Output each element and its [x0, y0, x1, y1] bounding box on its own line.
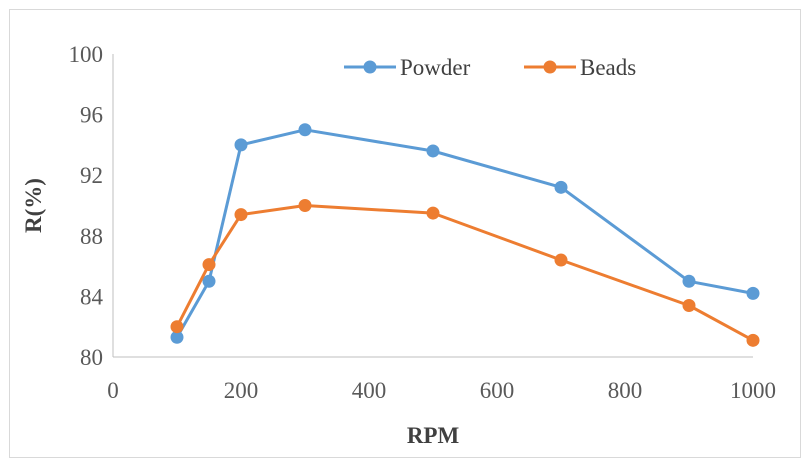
series-beads	[170, 199, 760, 347]
legend-label: Beads	[580, 55, 636, 80]
legend-label: Powder	[400, 55, 471, 80]
data-point	[298, 199, 312, 212]
series-line	[175, 128, 754, 339]
data-point	[746, 286, 760, 300]
x-tick-label: 1000	[730, 378, 776, 403]
y-tick-label: 92	[80, 163, 103, 188]
x-tick-label: 600	[480, 378, 515, 403]
data-point	[234, 208, 248, 222]
x-axis-title: RPM	[407, 423, 460, 448]
series-line	[175, 204, 754, 342]
data-point	[234, 138, 248, 152]
x-tick-label: 400	[352, 378, 387, 403]
data-point	[554, 253, 568, 267]
data-point	[426, 144, 440, 158]
data-point	[298, 123, 312, 137]
x-tick-label: 0	[107, 378, 119, 403]
x-tick-label: 800	[608, 378, 643, 403]
x-tick-label: 200	[224, 378, 259, 403]
y-tick-label: 96	[80, 103, 103, 128]
series-layer	[170, 123, 760, 347]
y-tick-label: 88	[80, 224, 103, 249]
legend-item-powder: Powder	[344, 55, 471, 80]
data-point	[170, 320, 184, 334]
y-tick-label: 84	[80, 284, 104, 309]
data-point	[554, 180, 568, 194]
series-powder	[170, 123, 760, 344]
data-point	[202, 274, 216, 288]
data-point	[170, 330, 184, 344]
legend-marker	[363, 60, 377, 74]
x-tick-labels: 0 200 400 600 800 1000	[107, 378, 776, 403]
data-point	[426, 206, 440, 220]
legend-marker	[543, 60, 557, 74]
y-axis-title: R(%)	[21, 178, 46, 233]
data-point	[682, 298, 696, 312]
legend: Powder Beads	[344, 55, 636, 80]
data-point	[746, 333, 760, 347]
data-point	[682, 274, 696, 288]
y-tick-label: 80	[80, 345, 103, 370]
legend-item-beads: Beads	[524, 55, 636, 80]
y-tick-label: 100	[69, 42, 104, 67]
y-tick-labels: 80 84 88 92 96 100	[69, 42, 104, 370]
chart-frame	[9, 9, 801, 458]
data-point	[202, 258, 216, 272]
axes	[112, 54, 753, 358]
